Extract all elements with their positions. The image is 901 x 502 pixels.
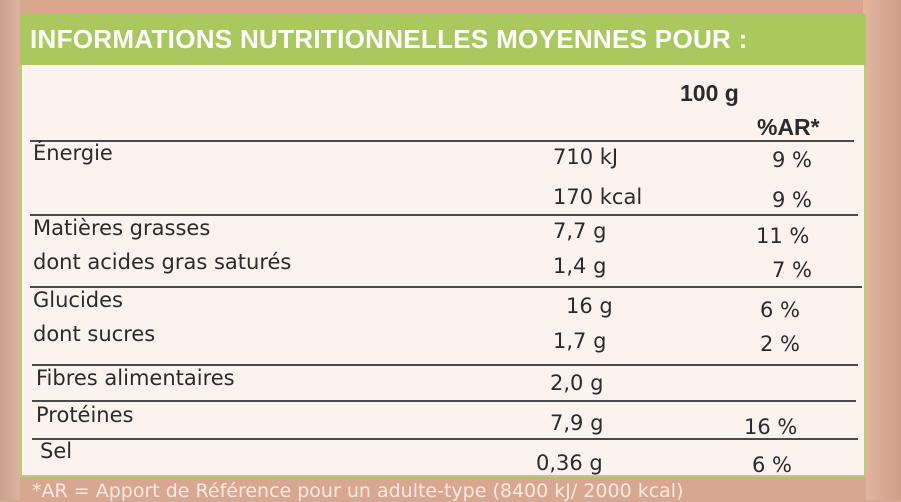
row-label-energy: Énergie xyxy=(33,141,113,165)
row-ar-saturated-fat: 7 % xyxy=(772,258,812,282)
row-value-energy-kcal: 170 kcal xyxy=(553,185,643,209)
row-label-protein: Protéines xyxy=(36,403,134,427)
row-ar-energy-kj: 9 % xyxy=(772,148,812,172)
row-label-fibre: Fibres alimentaires xyxy=(36,366,235,390)
nutrition-table-panel xyxy=(20,14,866,477)
row-ar-salt: 6 % xyxy=(752,453,792,477)
row-label-sugars: dont sucres xyxy=(33,322,156,346)
row-label-fat: Matières grasses xyxy=(33,216,211,240)
row-ar-fat: 11 % xyxy=(756,224,810,248)
row-value-fat: 7,7 g xyxy=(553,219,607,243)
nutrition-table-title: INFORMATIONS NUTRITIONNELLES MOYENNES PO… xyxy=(30,24,748,54)
row-label-saturated-fat: dont acides gras saturés xyxy=(33,250,292,274)
row-label-salt: Sel xyxy=(40,439,73,463)
row-value-carbs: 16 g xyxy=(566,294,613,318)
row-ar-protein: 16 % xyxy=(744,415,798,439)
row-divider-protein xyxy=(32,400,856,402)
row-divider-fat xyxy=(30,214,858,216)
row-value-salt: 0,36 g xyxy=(536,451,603,475)
row-value-energy-kj: 710 kJ xyxy=(553,145,619,169)
footnote-band xyxy=(20,477,866,500)
nutrition-header-band xyxy=(20,14,866,65)
row-value-sugars: 1,7 g xyxy=(553,329,607,353)
row-value-fibre: 2,0 g xyxy=(550,371,604,395)
row-divider-carbs xyxy=(30,286,862,288)
row-ar-sugars: 2 % xyxy=(760,332,800,356)
row-ar-energy-kcal: 9 % xyxy=(772,188,812,212)
row-divider-fibre xyxy=(32,364,858,366)
row-divider-energy xyxy=(30,140,854,142)
column-header-per-100g: 100 g xyxy=(680,80,739,106)
row-label-carbs: Glucides xyxy=(33,288,123,312)
column-header-ar: %AR* xyxy=(757,114,820,140)
row-value-saturated-fat: 1,4 g xyxy=(553,254,607,278)
packaging-edge-left xyxy=(0,0,20,500)
row-ar-carbs: 6 % xyxy=(760,298,800,322)
row-value-protein: 7,9 g xyxy=(550,411,604,435)
footnote-ar-definition: *AR = Apport de Référence pour un adulte… xyxy=(32,480,684,502)
packaging-edge-right xyxy=(863,0,901,500)
row-divider-salt xyxy=(32,438,858,440)
